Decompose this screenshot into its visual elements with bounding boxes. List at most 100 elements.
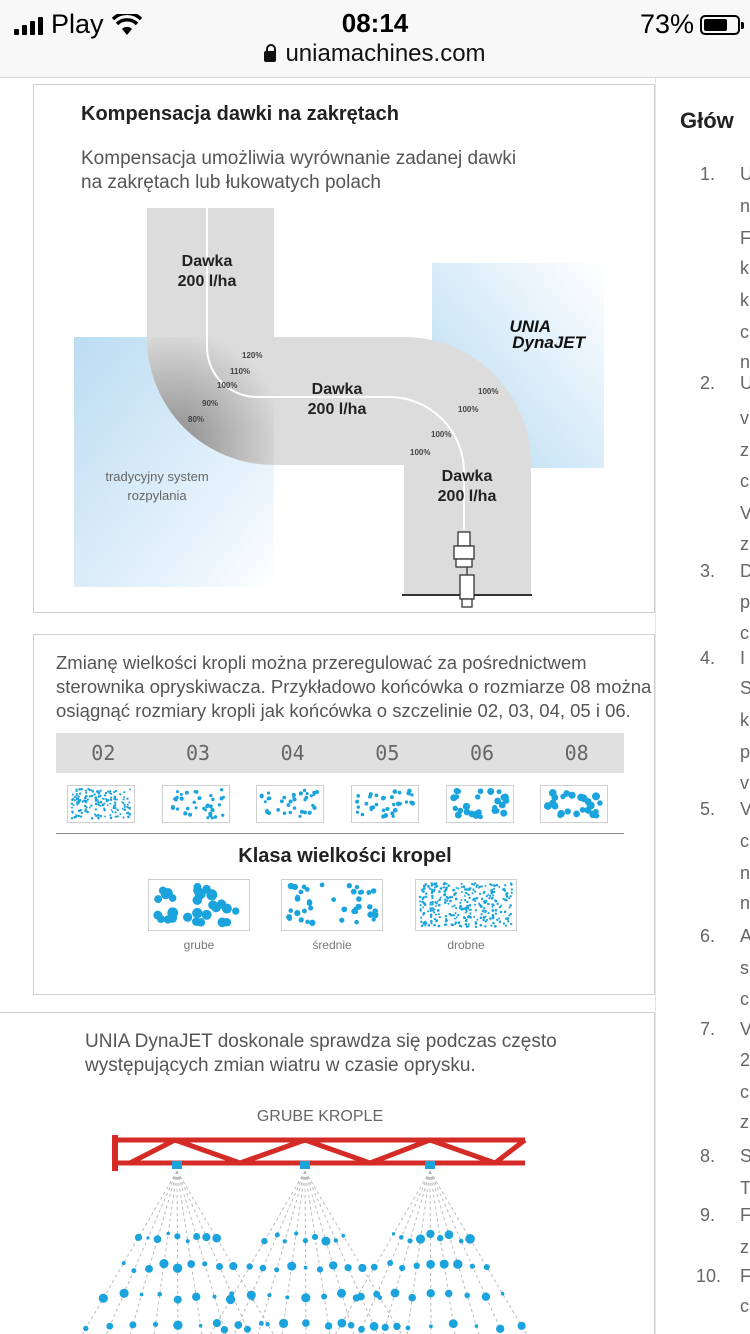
- droplet-size-panel: Zmianę wielkości kropli można przeregulo…: [33, 634, 655, 995]
- spray-line: [129, 1170, 178, 1334]
- pct-110: 110%: [230, 367, 250, 376]
- list-item-fragment: k: [740, 258, 749, 278]
- list-number: 10.: [696, 1266, 722, 1286]
- list-number: 4.: [700, 648, 716, 668]
- droplet: [421, 890, 424, 893]
- pct-120: 120%: [242, 351, 262, 360]
- spray-droplet: [202, 1261, 208, 1267]
- droplet: [107, 790, 110, 793]
- droplet: [197, 796, 202, 801]
- droplet: [79, 792, 82, 795]
- droplet: [210, 816, 214, 820]
- droplet: [492, 921, 495, 925]
- droplet: [90, 804, 93, 807]
- list-number: 2.: [700, 373, 716, 393]
- spray-droplet: [347, 1321, 355, 1329]
- droplet: [466, 900, 469, 904]
- droplet: [476, 918, 479, 921]
- droplet: [445, 886, 448, 890]
- list-item-fragment: v: [740, 408, 749, 428]
- droplet: [355, 810, 360, 814]
- droplet: [496, 918, 499, 922]
- list-item-fragment: S: [740, 678, 750, 699]
- size-06: 06: [469, 741, 495, 765]
- droplet: [420, 916, 423, 919]
- droplet: [114, 789, 118, 793]
- class-swatch-medium: [281, 879, 383, 931]
- droplet: [211, 797, 215, 802]
- droplet: [509, 912, 513, 916]
- droplet: [294, 910, 301, 917]
- droplet: [76, 801, 79, 804]
- droplet: [557, 809, 565, 818]
- droplet: [292, 796, 296, 800]
- dose-label-middle: Dawka: [312, 381, 363, 398]
- sprayer-boom-diagram: [82, 1135, 527, 1334]
- droplet: [77, 809, 81, 813]
- spray-droplet: [212, 1319, 221, 1328]
- class-label-fine: drobne: [447, 938, 485, 952]
- droplet: [469, 908, 472, 911]
- droplet: [369, 807, 373, 812]
- droplet: [433, 908, 436, 911]
- spray-line: [176, 1170, 179, 1334]
- droplet: [96, 789, 99, 793]
- ios-status-bar: Play 08:14 73% uniamachines.com: [0, 0, 750, 78]
- list-item-fragment: F: [740, 228, 750, 248]
- droplet: [88, 806, 91, 809]
- droplet: [184, 790, 189, 795]
- spray-line: [304, 1170, 307, 1334]
- list-number: 8.: [700, 1146, 716, 1166]
- list-item-fragment: c: [740, 471, 749, 491]
- droplet: [484, 925, 487, 928]
- droplet: [589, 810, 597, 819]
- droplet: [453, 794, 460, 800]
- droplet: [436, 884, 439, 888]
- droplet: [76, 802, 79, 805]
- droplet: [484, 884, 487, 887]
- list-item-fragment: T: [740, 1178, 750, 1198]
- droplet: [443, 923, 447, 927]
- spray-line: [105, 1170, 178, 1334]
- droplet: [463, 895, 466, 897]
- droplet: [506, 918, 509, 921]
- droplet: [390, 811, 395, 816]
- droplet: [457, 887, 460, 890]
- droplet: [489, 883, 492, 886]
- droplet: [480, 897, 484, 901]
- spray-droplet: [212, 1233, 221, 1243]
- pct-100-left: 100%: [217, 381, 237, 390]
- pct-100-r1: 100%: [478, 387, 498, 396]
- droplet: [109, 814, 112, 817]
- droplet: [446, 896, 449, 899]
- droplet: [360, 812, 365, 817]
- droplet: [427, 885, 430, 888]
- clock: 08:14: [341, 8, 409, 38]
- droplet: [439, 887, 443, 890]
- spray-droplet: [294, 1231, 299, 1236]
- droplet: [110, 793, 113, 796]
- droplet: [431, 900, 434, 904]
- droplet: [294, 895, 301, 902]
- droplet: [355, 799, 360, 804]
- droplet: [491, 916, 495, 920]
- list-number: 9.: [700, 1205, 716, 1225]
- droplet: [584, 798, 592, 805]
- url-bar[interactable]: uniamachines.com: [0, 40, 750, 68]
- droplet: [427, 910, 430, 913]
- droplet: [454, 891, 458, 895]
- droplet: [126, 805, 129, 808]
- droplet: [439, 896, 442, 899]
- droplet: [312, 805, 317, 811]
- spray-droplet: [453, 1259, 463, 1269]
- droplet: [460, 886, 463, 889]
- droplet: [477, 788, 484, 795]
- droplet: [465, 910, 468, 913]
- droplet: [109, 802, 112, 805]
- size-03: 03: [185, 741, 211, 765]
- droplet: [383, 813, 389, 818]
- droplet: [503, 889, 507, 892]
- droplet: [110, 809, 113, 812]
- droplet: [425, 895, 428, 898]
- droplet: [429, 901, 432, 904]
